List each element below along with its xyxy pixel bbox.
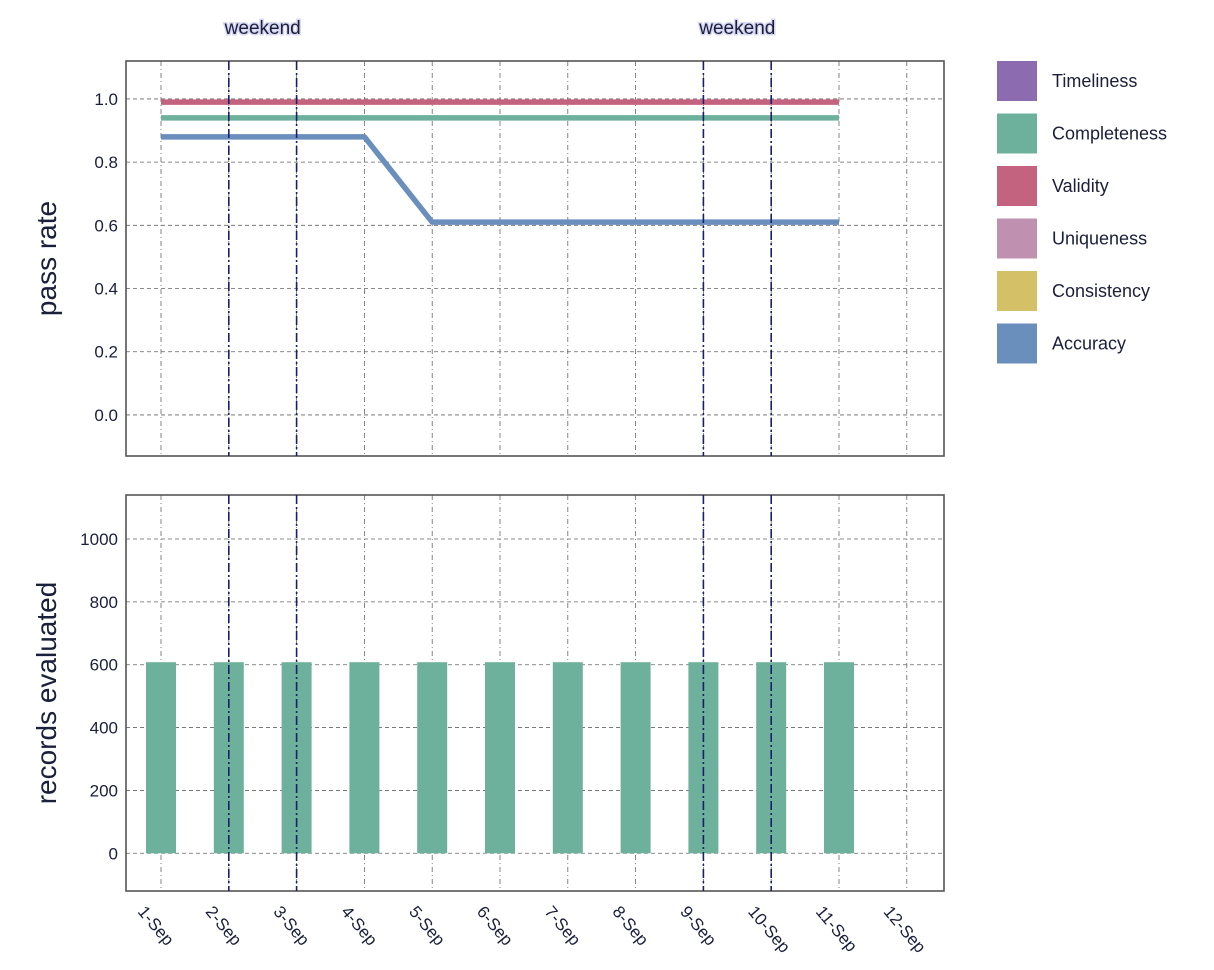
- legend-swatch-uniqueness: [997, 218, 1037, 259]
- legend-label-consistency: Consistency: [1052, 281, 1150, 301]
- series-line-accuracy: [161, 134, 839, 225]
- legend-label-accuracy: Accuracy: [1052, 334, 1126, 354]
- x-tick-label: 2-Sep: [202, 902, 246, 949]
- x-tick-label: 6-Sep: [473, 902, 517, 949]
- legend-swatch-accuracy: [997, 323, 1037, 364]
- bar-5-Sep: [417, 662, 448, 854]
- x-tick-label: 10-Sep: [744, 902, 794, 956]
- legend-swatch-consistency: [997, 271, 1037, 311]
- records-ytick-label: 600: [90, 656, 118, 675]
- pass-rate-ytick-label: 0.0: [94, 406, 118, 425]
- records-ylabel: records evaluated: [31, 582, 62, 805]
- weekend-markers: weekend weekend: [222, 17, 777, 891]
- x-tick-label: 12-Sep: [880, 902, 930, 956]
- pass-rate-frame: [125, 60, 945, 457]
- records-ytick-label: 1000: [80, 530, 118, 549]
- pass-rate-ylabel: pass rate: [31, 201, 62, 316]
- legend-swatch-timeliness: [997, 61, 1037, 101]
- legend: Timeliness Completeness Validity Uniqueness…: [997, 61, 1167, 364]
- pass-rate-ytick-label: 0.4: [94, 280, 118, 299]
- legend-label-timeliness: Timeliness: [1052, 71, 1137, 91]
- x-tick-label: 5-Sep: [405, 902, 449, 949]
- weekend-label: weekend: [698, 18, 775, 39]
- bar-6-Sep: [485, 662, 515, 854]
- x-tick-label: 4-Sep: [337, 902, 381, 949]
- records-ytick-label: 200: [90, 781, 118, 800]
- x-tick-label: 11-Sep: [812, 902, 861, 955]
- legend-swatch-completeness: [997, 113, 1037, 154]
- legend-swatch-validity: [997, 166, 1037, 206]
- pass-rate-ytick-label: 0.2: [94, 343, 118, 362]
- pass-rate-ytick-label: 1.0: [94, 90, 118, 109]
- bar-7-Sep: [552, 662, 583, 854]
- x-tick-label: 9-Sep: [676, 902, 720, 949]
- records-panel: 0 200 400 600 800 1000 records evaluated: [31, 494, 945, 892]
- pass-rate-ytick-label: 0.6: [94, 216, 118, 235]
- bar-11-Sep: [824, 662, 854, 854]
- legend-label-completeness: Completeness: [1052, 124, 1167, 144]
- records-frame: [125, 494, 945, 892]
- x-tick-label: 1-Sep: [134, 902, 178, 949]
- weekend-label: weekend: [224, 18, 301, 39]
- x-tick-label: 3-Sep: [270, 902, 314, 949]
- x-axis: 1-Sep 2-Sep 3-Sep 4-Sep 5-Sep 6-Sep 7-Sep 8-Sep…: [134, 902, 930, 956]
- bar-1-Sep: [146, 662, 176, 854]
- records-ytick-label: 0: [109, 844, 118, 863]
- records-ytick-label: 400: [90, 719, 118, 738]
- records-ytick-label: 800: [90, 593, 118, 612]
- legend-label-uniqueness: Uniqueness: [1052, 229, 1147, 249]
- pass-rate-ytick-label: 0.8: [94, 153, 118, 172]
- x-tick-label: 7-Sep: [541, 902, 585, 949]
- x-tick-label: 8-Sep: [609, 902, 653, 949]
- legend-label-validity: Validity: [1052, 176, 1109, 196]
- bar-8-Sep: [620, 662, 651, 854]
- pass-rate-panel: 0.0 0.2 0.4 0.6 0.8 1.0 pass rate: [31, 60, 945, 457]
- bar-4-Sep: [349, 662, 380, 854]
